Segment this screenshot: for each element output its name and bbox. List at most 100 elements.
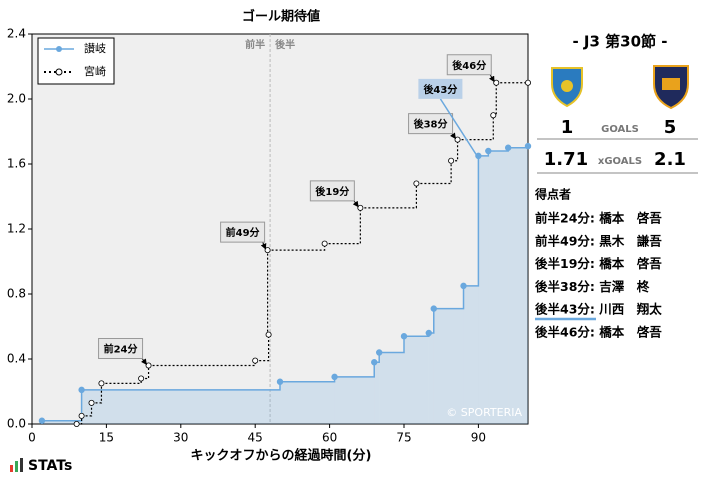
away-xg: 2.1: [654, 149, 686, 170]
point: [413, 180, 420, 187]
annotation-box: [418, 78, 463, 99]
scorer: 前半24分: 橋本 啓吾: [535, 211, 662, 226]
point: [493, 79, 500, 86]
x-tick-label: 75: [396, 431, 411, 445]
x-tick-label: 60: [322, 431, 337, 445]
annotation-label: 後38分: [414, 118, 448, 131]
scorers-title: 得点者: [534, 187, 571, 202]
step-line: [334, 362, 375, 378]
watermark: © SPORTERIA: [446, 406, 522, 419]
point: [448, 157, 455, 164]
y-tick-label: 0.0: [7, 417, 26, 431]
scorer: 後半19分: 橋本 啓吾: [535, 256, 662, 271]
scorer: 後半43分: 川西 翔太: [535, 302, 662, 317]
point: [376, 349, 383, 356]
point: [525, 79, 532, 86]
y-tick-label: 1.2: [7, 222, 26, 236]
xg-label: xGOALS: [598, 156, 642, 167]
step-line: [416, 160, 452, 185]
home-logo: [551, 67, 583, 108]
area: [428, 333, 434, 424]
point: [264, 247, 271, 254]
area: [334, 376, 375, 424]
point: [485, 147, 492, 155]
area: [463, 285, 479, 424]
annotation-label: 後19分: [315, 185, 349, 198]
step-line: [433, 285, 465, 310]
point: [490, 112, 497, 119]
annotation-box: [446, 54, 492, 76]
point: [321, 240, 328, 247]
annotation-box: [408, 113, 454, 135]
annotation-label: 前49分: [226, 226, 260, 239]
point: [357, 204, 364, 211]
area: [433, 308, 464, 424]
half-label: 後半: [275, 38, 295, 51]
round-title: - J3 第30節 -: [572, 33, 667, 51]
y-tick-label: 2.4: [7, 27, 26, 41]
point: [88, 399, 95, 406]
area: [508, 147, 528, 424]
step-line: [101, 378, 142, 384]
step-line: [463, 155, 480, 287]
area: [81, 389, 280, 424]
point: [98, 380, 105, 387]
step-line: [81, 402, 93, 417]
annotation-arrow: [439, 98, 478, 156]
half-label: 前半: [245, 38, 265, 51]
y-tick-label: 1.6: [7, 157, 26, 171]
x-tick-label: 30: [173, 431, 188, 445]
legend: 讃岐 宮崎: [37, 37, 115, 85]
annotation-label: 後43分: [423, 83, 457, 96]
point: [276, 378, 284, 385]
point: [78, 412, 85, 419]
point: [454, 136, 461, 143]
annotation-box: [98, 338, 144, 359]
point: [430, 305, 437, 312]
point: [425, 329, 432, 337]
legend-box: [37, 37, 115, 85]
area: [488, 151, 509, 424]
area: [41, 420, 82, 424]
away-goals: 5: [664, 117, 677, 138]
point: [524, 142, 532, 150]
area: [478, 155, 489, 424]
legend-marker: [55, 68, 63, 76]
point: [460, 282, 467, 290]
home-xg: 1.71: [544, 149, 588, 170]
brand-logo: [10, 458, 23, 472]
area: [280, 381, 335, 424]
step-line: [360, 183, 417, 209]
point: [400, 333, 408, 340]
plot: [38, 34, 532, 427]
legend-label: 讃岐: [84, 42, 106, 55]
brand: STATs: [28, 458, 72, 474]
point: [371, 359, 378, 366]
chart-title: ゴール期待値: [242, 9, 320, 25]
scorer: 後半46分: 橋本 啓吾: [535, 325, 662, 340]
step-line: [255, 334, 270, 362]
scorer: 前半49分: 黒木 謙吾: [535, 233, 662, 248]
annotation-box: [309, 180, 355, 202]
home-goals: 1: [561, 117, 574, 138]
y-tick-label: 0.8: [7, 287, 26, 301]
point: [504, 144, 512, 151]
point: [145, 362, 152, 369]
step-line: [451, 139, 459, 162]
annotation-label: 前24分: [104, 343, 138, 356]
point: [331, 373, 338, 381]
area: [379, 352, 404, 424]
step-line: [141, 365, 150, 380]
area: [404, 336, 429, 424]
goals-label: GOALS: [601, 124, 639, 135]
x-axis-label: キックオフからの経過時間(分): [191, 448, 372, 464]
point: [73, 420, 80, 427]
annotation-box: [220, 221, 266, 243]
point: [38, 417, 46, 424]
annotation-label: 後46分: [452, 59, 486, 72]
point: [138, 375, 145, 382]
y-tick-label: 2.0: [7, 92, 26, 106]
away-logo: [653, 65, 689, 110]
